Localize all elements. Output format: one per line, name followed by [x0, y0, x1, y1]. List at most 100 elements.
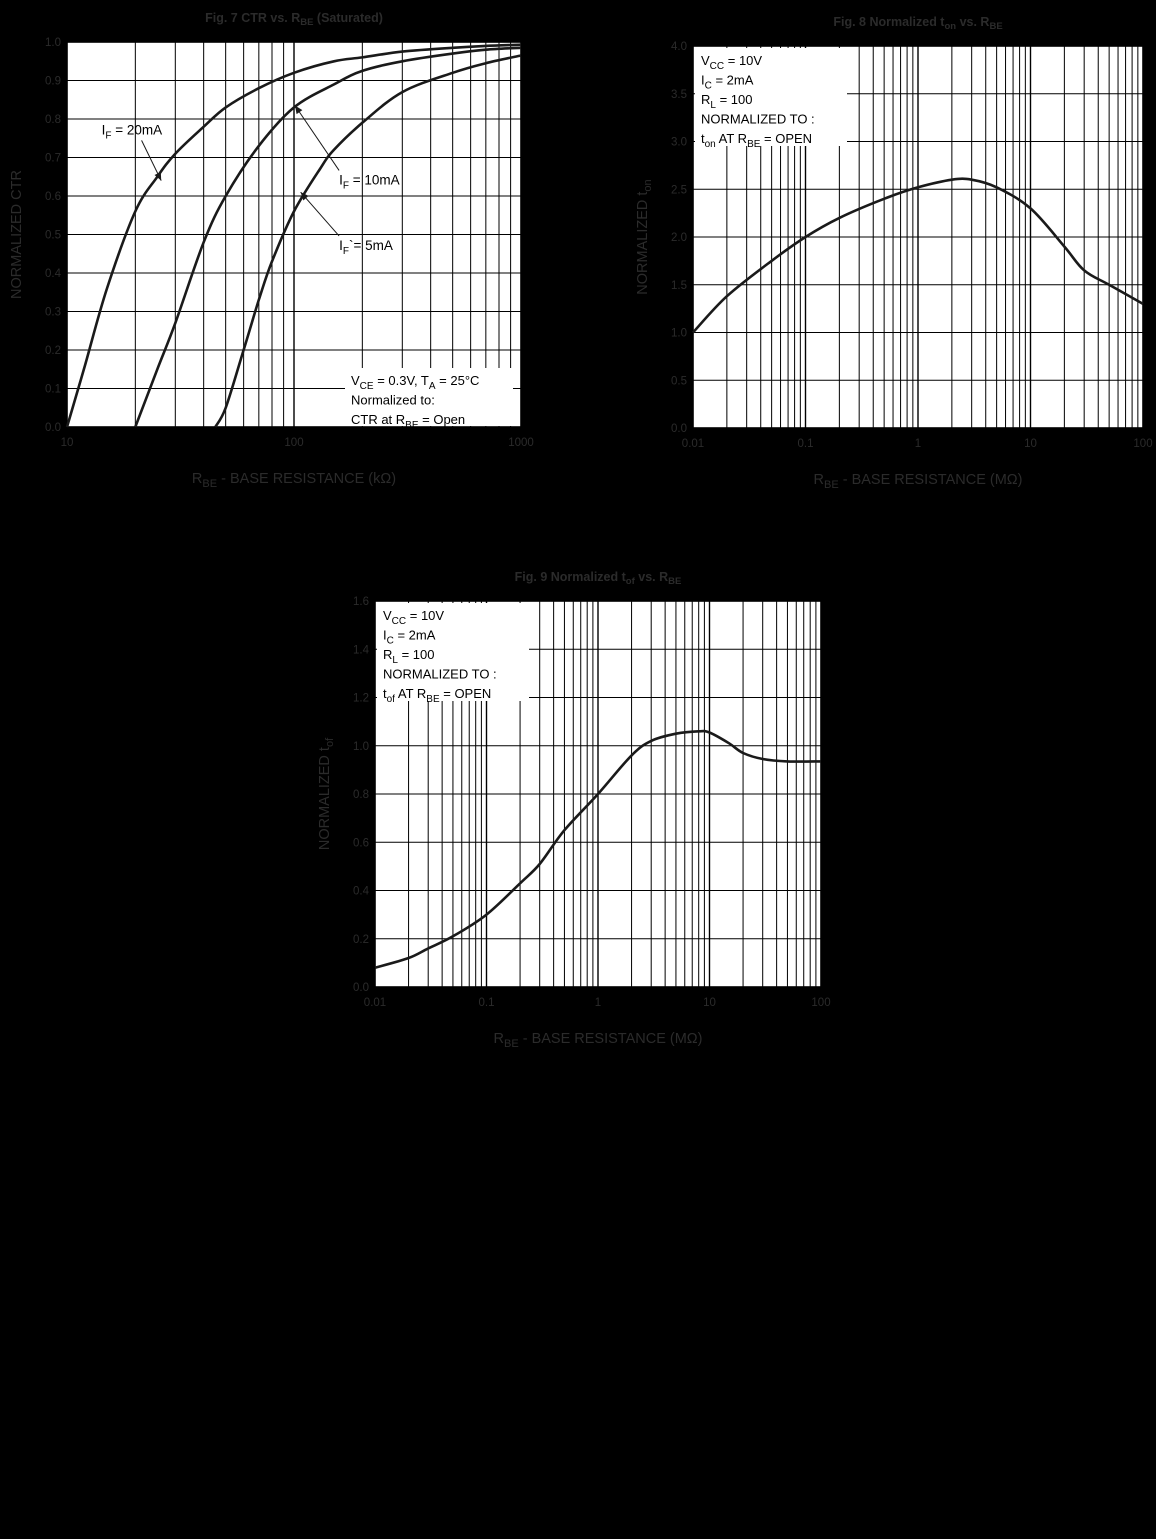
series-label-if10: IF = 10mA: [294, 105, 400, 191]
label-arrowhead: [294, 105, 303, 115]
y-tick-label: 2.0: [671, 232, 687, 244]
y-tick-label: 0.4: [45, 268, 62, 280]
annotation-segment: NORMALIZED TO :: [383, 667, 497, 682]
annotation-segment: V: [383, 608, 392, 623]
annotation-line: VCE = 0.3V, TA = 25°C: [351, 373, 479, 392]
annotation-segment: L: [392, 655, 398, 666]
x-axis-label: RBE - BASE RESISTANCE (MΩ): [494, 1031, 703, 1050]
y-tick-label: 1.2: [353, 693, 369, 705]
annotation-segment: R: [383, 647, 392, 662]
annotation-segment: CTR at R: [351, 412, 405, 427]
y-tick-label: 1.0: [353, 741, 369, 753]
series-line-if20: [65, 43, 522, 428]
y-tick-label: 1.0: [45, 37, 61, 49]
title-sub2: BE: [989, 21, 1002, 32]
grid: [375, 601, 821, 987]
ylabel-main: NORMALIZED CTR: [9, 170, 25, 299]
x-axis-label: RBE - BASE RESISTANCE (kΩ): [192, 471, 396, 490]
annotation-segment: = 2mA: [394, 628, 436, 643]
annotation-background: [345, 368, 513, 426]
y-tick-label: 2.5: [671, 184, 687, 196]
annotation-segment: = 0.3V, T: [374, 373, 429, 388]
xlabel-suffix: - BASE RESISTANCE (kΩ): [217, 471, 396, 487]
y-tick-label: 1.5: [671, 280, 687, 292]
y-tick-label: 0.5: [45, 230, 61, 242]
annotation-line: tof AT RBE = OPEN: [383, 686, 491, 705]
ylabel-main: NORMALIZED t: [317, 747, 333, 850]
xlabel-main: R: [814, 472, 824, 488]
y-tick-label: 0.0: [353, 982, 369, 994]
y-tick-label: 0.2: [353, 934, 369, 946]
annotation-line: RL = 100: [383, 647, 434, 666]
series-label-text: IF`= 5mA: [339, 238, 393, 257]
ylabel-sub: on: [642, 179, 654, 191]
x-tick-label: 1: [915, 438, 921, 450]
title-sub2: BE: [668, 576, 681, 587]
y-tick-label: 0.8: [353, 789, 369, 801]
annotation-segment: C: [387, 636, 394, 647]
y-tick-label: 1.0: [671, 328, 687, 340]
annotation-line: ton AT RBE = OPEN: [701, 131, 812, 150]
plot-border: [374, 600, 822, 988]
x-tick-label: 1000: [508, 437, 534, 449]
annotation-line: CTR at RBE = Open: [351, 412, 465, 431]
title-suffix: (Saturated): [313, 11, 382, 25]
annotation-line: IC = 2mA: [701, 73, 754, 92]
annotation-segment: AT R: [395, 686, 426, 701]
annotation-segment: t: [383, 686, 387, 701]
label-sub: F: [105, 130, 111, 141]
annotation-line: RL = 100: [701, 92, 752, 111]
series-line-if10: [134, 46, 522, 428]
y-tick-label: 1.6: [353, 596, 369, 608]
annotation-line: NORMALIZED TO :: [383, 667, 497, 682]
y-tick-label: 0.8: [45, 114, 61, 126]
y-tick-label: 0.1: [45, 384, 61, 396]
label-main: I: [102, 122, 106, 137]
x-tick-label: 0.01: [364, 997, 386, 1009]
title-sub: on: [944, 21, 956, 32]
x-tick-label: 10: [703, 997, 716, 1009]
chart-title: Fig. 9 Normalized tof vs. RBE: [515, 570, 682, 587]
annotation-segment: I: [701, 73, 705, 88]
title-main: Fig. 8 Normalized t: [833, 15, 945, 29]
annotation-segment: C: [705, 81, 712, 92]
chart-title: Fig. 8 Normalized ton vs. RBE: [833, 15, 1002, 32]
ylabel-main: NORMALIZED t: [635, 192, 651, 295]
annotation-segment: A: [429, 381, 436, 392]
y-tick-label: 0.3: [45, 307, 61, 319]
annotation-background: [377, 603, 529, 701]
annotation-segment: CC: [392, 616, 406, 627]
annotation-segment: = 100: [716, 92, 753, 107]
y-tick-label: 3.5: [671, 89, 687, 101]
annotation-line: VCC = 10V: [383, 608, 444, 627]
x-tick-label: 100: [811, 997, 830, 1009]
y-tick-label: 3.0: [671, 137, 687, 149]
annotation-segment: t: [701, 131, 705, 146]
annotation-segment: = 2mA: [712, 73, 754, 88]
y-tick-label: 0.0: [671, 423, 687, 435]
title-suffix: vs. R: [635, 570, 668, 584]
x-tick-label: 0.01: [682, 438, 704, 450]
label-arrowhead: [300, 192, 309, 201]
annotation-segment: = Open: [419, 412, 466, 427]
chart-title: Fig. 7 CTR vs. RBE (Saturated): [205, 11, 383, 28]
ylabel-sub: of: [324, 737, 336, 747]
label-suffix: = 10mA: [349, 172, 400, 187]
label-suffix: = 20mA: [111, 122, 162, 137]
annotation-segment: BE: [747, 139, 761, 150]
series-label-if20: IF = 20mA: [102, 122, 162, 181]
y-tick-label: 1.4: [353, 644, 370, 656]
annotation-segment: = OPEN: [760, 131, 812, 146]
annotation-line: VCC = 10V: [701, 53, 762, 72]
label-sub: F: [343, 180, 349, 191]
y-tick-label: 0.7: [45, 153, 61, 165]
x-axis-label: RBE - BASE RESISTANCE (MΩ): [814, 472, 1023, 491]
y-tick-label: 0.6: [45, 191, 61, 203]
annotation-segment: L: [710, 100, 716, 111]
